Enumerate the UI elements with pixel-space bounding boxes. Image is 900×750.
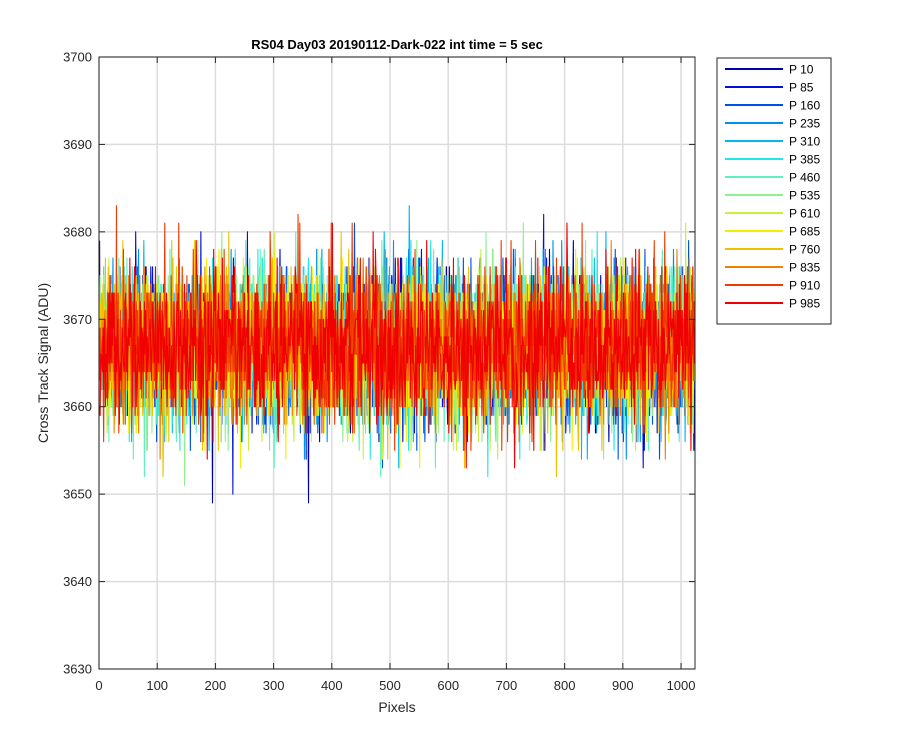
x-tick-label: 0 (95, 678, 102, 693)
legend-label: P 910 (789, 279, 820, 293)
legend-label: P 835 (789, 261, 820, 275)
y-tick-label: 3700 (63, 50, 92, 65)
y-tick-label: 3680 (63, 224, 92, 239)
legend-label: P 310 (789, 135, 820, 149)
legend-box (716, 57, 832, 325)
legend-label: P 610 (789, 207, 820, 221)
x-tick-label: 500 (379, 678, 401, 693)
legend-label: P 460 (789, 171, 820, 185)
y-tick-label: 3640 (63, 574, 92, 589)
y-tick-label: 3630 (63, 662, 92, 677)
legend-label: P 385 (789, 153, 820, 167)
legend-label: P 985 (789, 297, 820, 311)
y-axis-label: Cross Track Signal (ADU) (35, 283, 51, 443)
x-tick-label: 700 (496, 678, 518, 693)
y-tick-label: 3670 (63, 312, 92, 327)
x-tick-label: 800 (554, 678, 576, 693)
y-tick-label: 3650 (63, 487, 92, 502)
chart-title: RS04 Day03 20190112-Dark-022 int time = … (251, 37, 543, 52)
plot-border (98, 56, 696, 670)
legend-label: P 85 (789, 81, 814, 95)
y-tick-label: 3690 (63, 137, 92, 152)
x-tick-label: 300 (263, 678, 285, 693)
x-tick-label: 200 (205, 678, 227, 693)
x-tick-label: 900 (612, 678, 634, 693)
series-line-13 (99, 222, 696, 469)
legend-label: P 685 (789, 225, 820, 239)
x-tick-label: 100 (146, 678, 168, 693)
legend-label: P 235 (789, 117, 820, 131)
ticks: 0 100 200 300 400 500 600 700 800 900 1000 3630 3640… (63, 50, 695, 694)
x-axis-label: Pixels (378, 699, 415, 715)
legend: P 10 P 85 P 160 P 235 P 310 P 385 P 460 P 535 P … (716, 57, 832, 325)
legend-label: P 535 (789, 189, 820, 203)
x-tick-label: 1000 (667, 678, 696, 693)
legend-label: P 160 (789, 99, 820, 113)
y-tick-label: 3660 (63, 399, 92, 414)
series-layer (99, 205, 696, 504)
legend-label: P 760 (789, 243, 820, 257)
x-tick-label: 400 (321, 678, 343, 693)
legend-label: P 10 (789, 63, 814, 77)
x-tick-label: 600 (437, 678, 459, 693)
